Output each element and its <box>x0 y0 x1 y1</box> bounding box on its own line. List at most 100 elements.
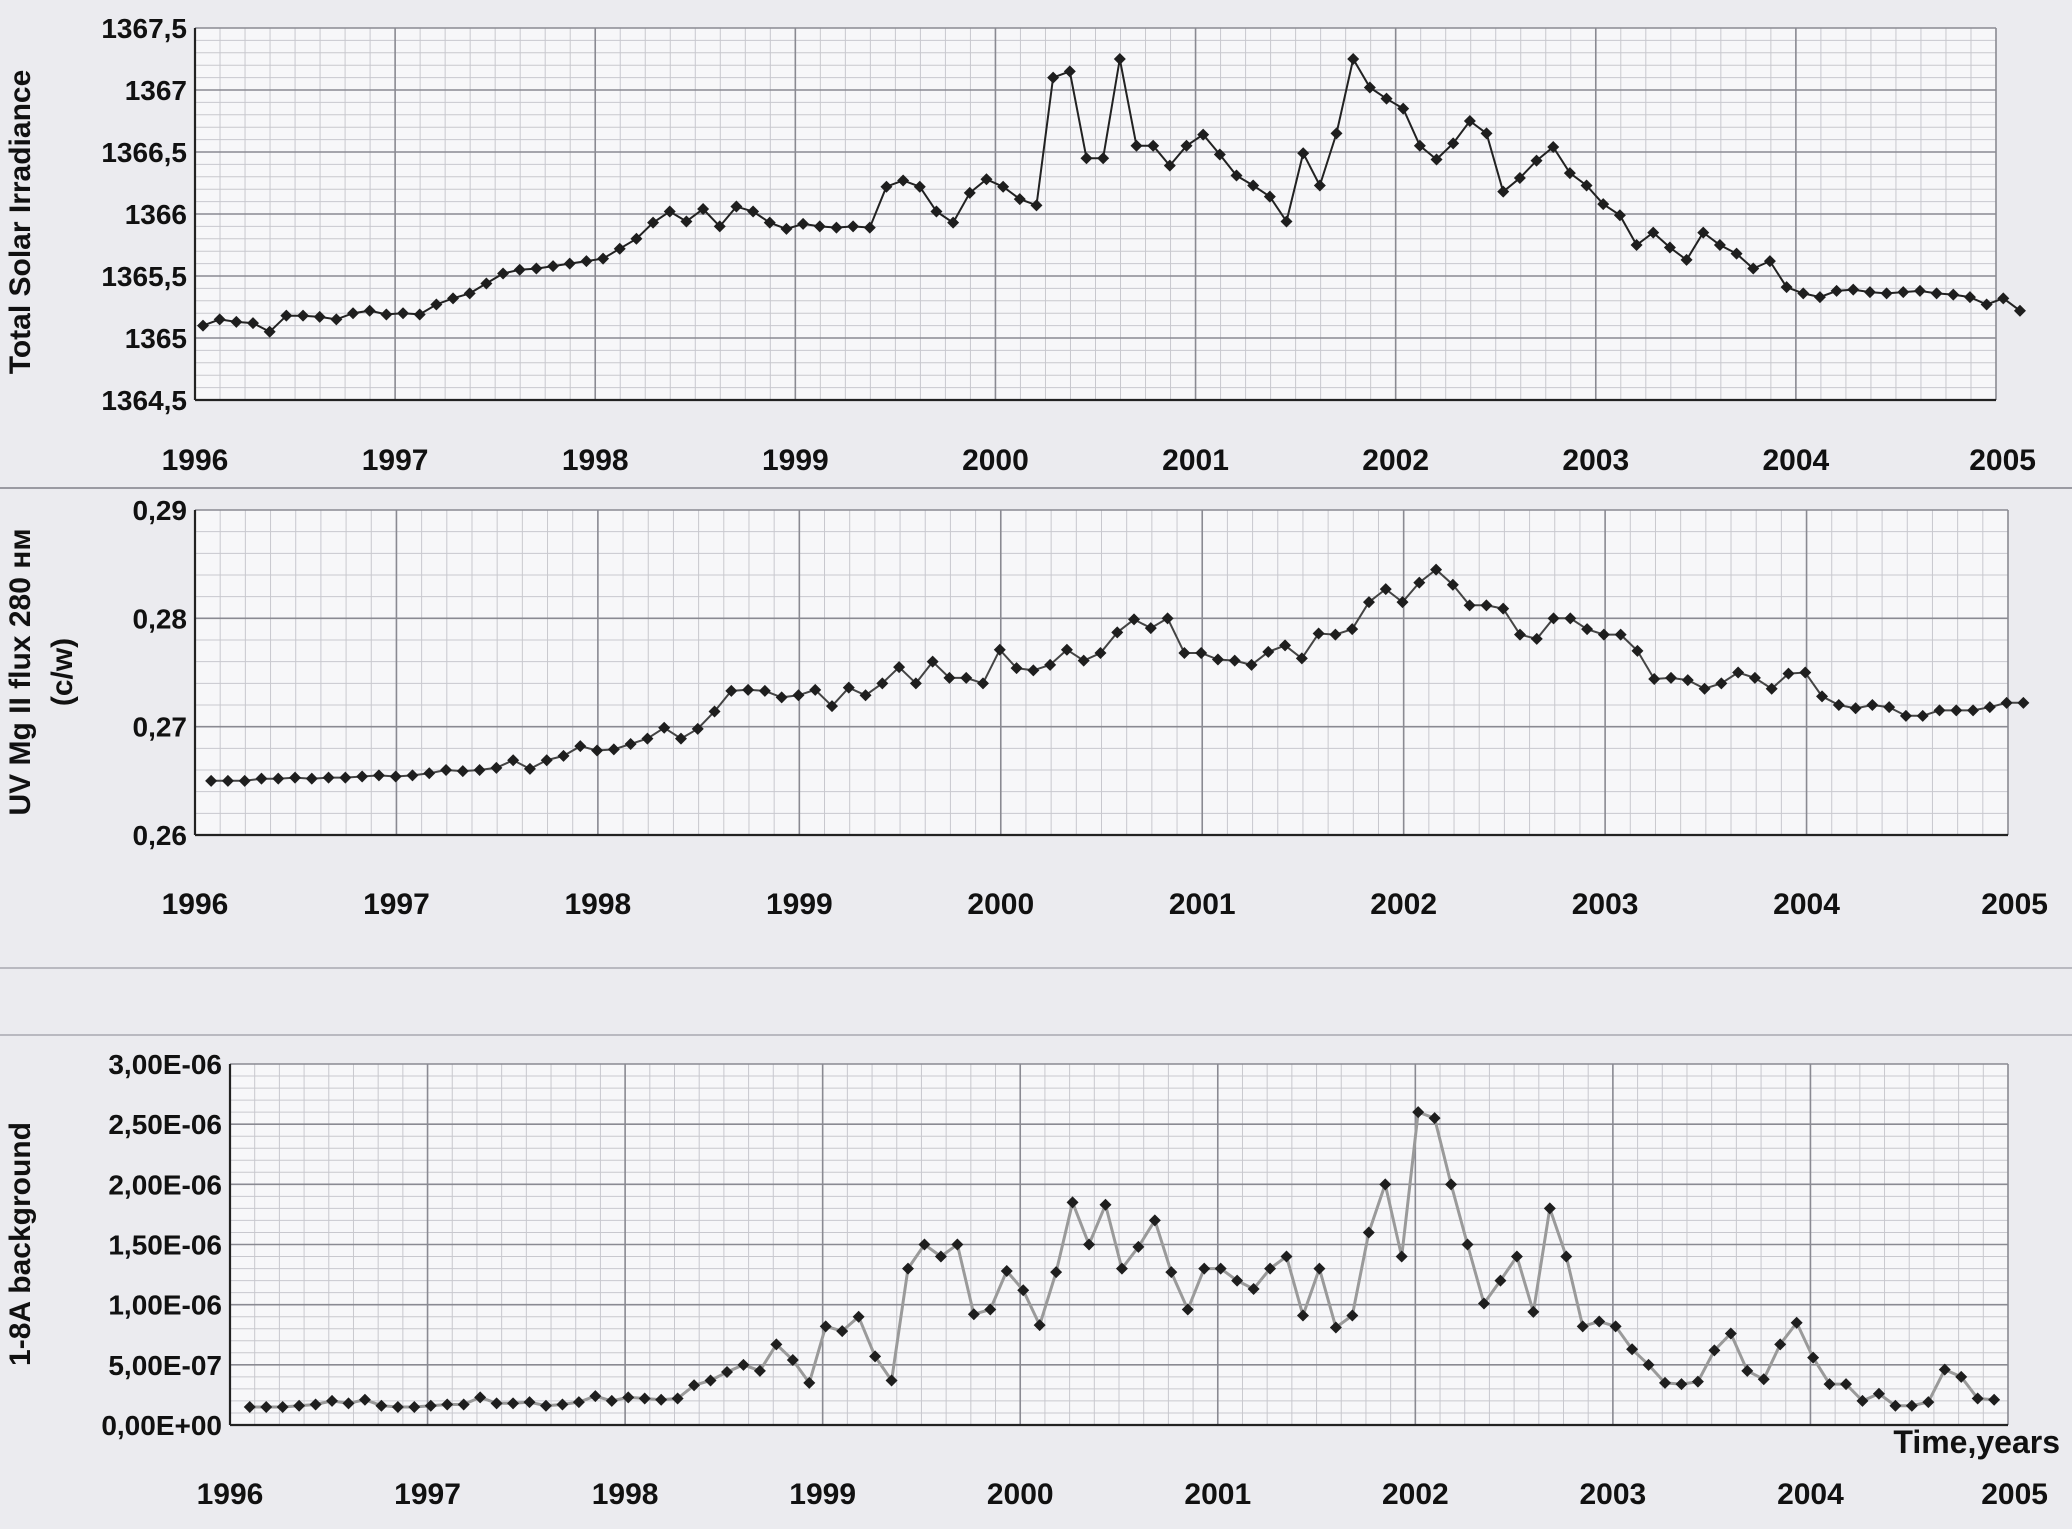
x-tick-label: 1996 <box>162 444 229 477</box>
data-point <box>647 216 660 229</box>
data-point <box>1648 673 1661 685</box>
data-point <box>803 1376 816 1389</box>
data-point <box>1148 1214 1161 1227</box>
data-point <box>1564 612 1577 625</box>
y-tick-label: 1365 <box>125 323 187 354</box>
data-point <box>918 1238 931 1251</box>
data-point <box>1797 287 1810 300</box>
data-point <box>1197 128 1210 141</box>
data-point <box>1849 702 1862 715</box>
data-point <box>977 677 990 690</box>
data-point <box>737 1358 750 1371</box>
y-tick-label: 0,29 <box>133 495 188 526</box>
data-point <box>613 242 626 255</box>
data-point <box>1396 596 1409 609</box>
data-point <box>1346 1309 1359 1322</box>
x-tick-label: 1996 <box>197 1478 264 1511</box>
x-tick-label: 2005 <box>1981 888 2048 921</box>
data-point <box>473 764 486 776</box>
data-point <box>943 671 956 684</box>
data-point <box>770 1338 783 1351</box>
data-point <box>869 1350 882 1363</box>
data-point <box>1447 137 1460 150</box>
data-point <box>276 1400 289 1413</box>
data-point <box>2017 696 2030 709</box>
data-point <box>797 217 810 230</box>
chart-panels: 1996 1997 1998 1999 2000 2001 2002 2003 2004 2005… <box>0 13 2072 1511</box>
data-point <box>1748 671 1761 684</box>
data-point <box>1880 287 1893 300</box>
data-point <box>993 643 1006 656</box>
data-point <box>607 743 620 756</box>
data-point <box>1593 1315 1606 1328</box>
data-point <box>775 691 788 704</box>
data-point <box>934 1250 947 1263</box>
data-point <box>825 700 838 713</box>
data-point <box>1446 578 1459 591</box>
x-tick-label: 2003 <box>1572 888 1639 921</box>
data-point <box>1480 599 1493 612</box>
data-point <box>1816 690 1829 703</box>
data-point <box>1543 1202 1556 1215</box>
data-point <box>1527 1305 1540 1318</box>
series-markers <box>205 563 2030 787</box>
y-tick-label: 1364,5 <box>101 385 187 416</box>
data-point <box>305 772 318 785</box>
data-point <box>1922 1396 1935 1409</box>
data-point <box>691 722 704 735</box>
data-point <box>1013 193 1026 206</box>
data-point <box>589 1390 602 1403</box>
data-point <box>842 681 855 694</box>
data-point <box>1130 139 1143 152</box>
data-point <box>289 771 302 784</box>
data-point <box>2013 304 2026 317</box>
data-point <box>591 744 604 757</box>
data-point <box>1066 1196 1079 1209</box>
data-point <box>671 1392 684 1405</box>
data-point <box>1967 704 1980 717</box>
y-axis-label: 1-8A background <box>4 1122 37 1366</box>
chart-panel-1: 1996 1997 1998 1999 2000 2001 2002 2003 2004 2005… <box>4 13 2036 477</box>
data-point <box>247 317 260 330</box>
data-point <box>1063 65 1076 78</box>
data-point <box>622 1391 635 1404</box>
data-point <box>1847 283 1860 296</box>
data-point <box>1780 281 1793 294</box>
data-point <box>1675 1378 1688 1391</box>
data-point <box>1247 1283 1260 1296</box>
data-point <box>1397 102 1410 115</box>
y-tick-label: 2,50E-06 <box>108 1109 222 1140</box>
data-point <box>1647 226 1660 239</box>
data-point <box>272 772 285 785</box>
y-axis-label: Total Solar Irradiance <box>4 70 37 375</box>
y-tick-label: 1366 <box>125 199 187 230</box>
data-point <box>1933 704 1946 717</box>
x-tick-label: 2000 <box>967 888 1034 921</box>
data-point <box>1856 1394 1869 1407</box>
data-point <box>1413 576 1426 589</box>
data-point <box>1099 1198 1112 1211</box>
data-point <box>1030 199 1043 212</box>
data-point <box>830 221 843 234</box>
data-point <box>1698 682 1711 695</box>
data-point <box>1513 172 1526 185</box>
x-tick-label: 1997 <box>394 1478 461 1511</box>
data-point <box>1547 141 1560 154</box>
data-point <box>1477 1297 1490 1310</box>
data-point <box>1017 1284 1030 1297</box>
data-point <box>1180 139 1193 152</box>
x-tick-label: 2000 <box>962 444 1029 477</box>
data-point <box>1955 1370 1968 1383</box>
y-tick-label: 1,00E-06 <box>108 1290 222 1321</box>
data-point <box>1313 1262 1326 1275</box>
data-point <box>836 1325 849 1338</box>
data-point <box>339 771 352 784</box>
data-point <box>1708 1344 1721 1357</box>
data-point <box>1832 699 1845 711</box>
data-point <box>1380 92 1393 105</box>
data-point <box>1547 612 1560 625</box>
data-point <box>1913 284 1926 297</box>
data-point <box>1044 658 1057 671</box>
data-point <box>221 774 234 787</box>
